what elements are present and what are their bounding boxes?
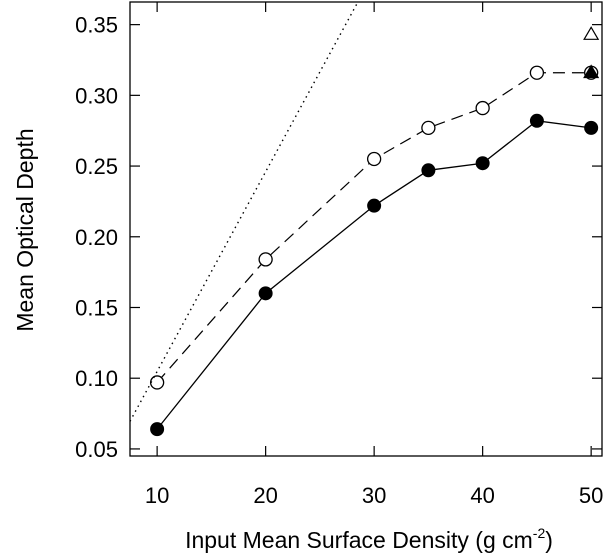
y-tick-label: 0.15 [75, 295, 118, 320]
dotted-series-line [130, 2, 359, 422]
filled-circle-point [258, 286, 273, 301]
dashed-series-line [156, 72, 592, 383]
y-tick-label: 0.25 [75, 154, 118, 179]
x-axis-label: Input Mean Surface Density (g cm-2) [185, 525, 553, 553]
y-tick-label: 0.10 [75, 366, 118, 391]
x-tick-label: 40 [470, 483, 494, 508]
open-triangle-point [583, 26, 600, 40]
filled-circle-point [584, 120, 599, 135]
x-tick-label: 20 [253, 483, 277, 508]
plot-frame [129, 1, 603, 457]
y-tick-label: 0.30 [75, 83, 118, 108]
plot-area [130, 2, 600, 437]
filled-circle-point [150, 422, 165, 437]
filled-circle-point [475, 156, 490, 171]
y-tick-label: 0.05 [75, 437, 118, 462]
x-tick-label: 30 [362, 483, 386, 508]
x-tick-label: 10 [145, 483, 169, 508]
y-tick-label: 0.35 [75, 13, 118, 38]
open-circle-point [475, 100, 490, 116]
open-circle-point [149, 375, 165, 390]
filled-circle-point [367, 198, 382, 213]
filled-triangle-point [583, 64, 600, 79]
open-circle-point [366, 151, 382, 167]
axes: 10 20 30 40 50 0.05 0.10 0.15 0.20 0.25 0.30 0.35 [75, 1, 603, 508]
open-circle-point [421, 120, 436, 136]
x-axis-label-superscript: -2 [533, 525, 546, 541]
filled-circle-point [421, 163, 436, 178]
x-axis-label-text: Input Mean Surface Density (g cm [185, 527, 533, 553]
y-axis-label: Mean Optical Depth [12, 128, 38, 331]
solid-series-line [156, 120, 592, 430]
x-tick-label: 50 [579, 483, 603, 508]
y-tick-label: 0.20 [75, 225, 118, 250]
filled-circle-point [529, 113, 544, 128]
open-circle-point [258, 252, 273, 267]
x-axis-label-close: ) [545, 527, 553, 553]
open-circle-point [529, 65, 545, 80]
